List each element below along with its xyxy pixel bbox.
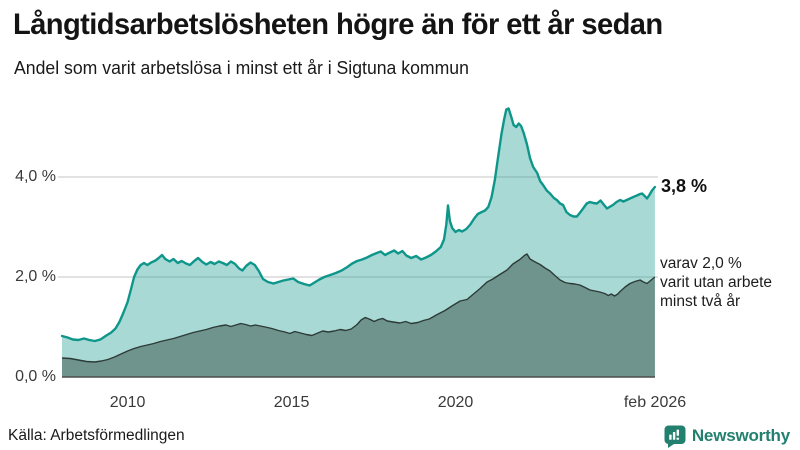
- y-tick-label: 0,0 %: [15, 368, 56, 385]
- x-tick-label: 2010: [109, 394, 146, 411]
- newsworthy-wordmark: Newsworthy: [691, 426, 790, 445]
- line-total-series: [60, 107, 657, 343]
- newsworthy-brand: Newsworthy: [664, 424, 790, 448]
- area-two-year-series: [62, 254, 655, 377]
- chart-title: Långtidsarbetslösheten högre än för ett …: [13, 8, 663, 41]
- end-label-two-years: varav 2,0 % varit utan arbete minst två …: [660, 255, 773, 310]
- y-tick-label: 2,0 %: [15, 268, 56, 285]
- chart-subtitle: Andel som varit arbetslösa i minst ett å…: [14, 58, 469, 78]
- source-note: Källa: Arbetsförmedlingen: [8, 427, 185, 444]
- x-tick-label: 2020: [437, 394, 474, 411]
- x-tick-label: feb 2026: [623, 394, 687, 411]
- end-label-total: 3,8 %: [661, 176, 708, 196]
- y-tick-label: 4,0 %: [15, 168, 56, 185]
- newsworthy-logo-icon: [664, 425, 686, 448]
- x-tick-label: 2015: [273, 394, 310, 411]
- line-two-year-series: [61, 253, 656, 363]
